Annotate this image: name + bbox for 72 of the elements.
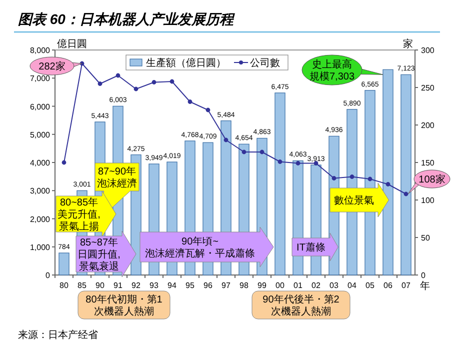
x-tick-label: 00 xyxy=(276,281,285,290)
x-axis-title: 年 xyxy=(420,280,430,292)
point xyxy=(98,82,102,86)
y-tick-label: 0 xyxy=(46,271,51,280)
legend-label: 公司數 xyxy=(250,57,280,69)
point xyxy=(62,160,66,165)
y-tick-label: 6,000 xyxy=(30,102,51,112)
annotation: 史上最高規模7,303 xyxy=(309,58,355,82)
point xyxy=(188,100,192,104)
y-tick-label: 5,000 xyxy=(30,130,51,140)
point xyxy=(206,108,210,112)
x-tick-label: 07 xyxy=(402,281,411,290)
point xyxy=(224,138,228,142)
x-tick-label: 98 xyxy=(240,281,249,290)
point xyxy=(242,150,246,154)
annotation: 80~85年美元升值,景氣上揚 xyxy=(58,196,100,232)
bar xyxy=(274,92,286,276)
bar xyxy=(400,74,412,276)
x-tick-label: 04 xyxy=(348,281,357,290)
annotation: 282家 xyxy=(38,60,66,72)
legend-label: 生產額（億日圓） xyxy=(146,57,226,69)
chart-title: 图表 60：日本机器人产业发展历程 xyxy=(18,11,236,27)
point xyxy=(368,176,372,182)
y-tick-label: 1,000 xyxy=(30,242,51,252)
x-tick-label: 85 xyxy=(78,281,87,290)
x-tick-label: 06 xyxy=(384,281,393,290)
bar xyxy=(382,69,394,276)
y-tick-label: 8,000 xyxy=(30,46,51,55)
x-tick-label: 90 xyxy=(96,281,105,290)
point xyxy=(386,182,390,186)
y-tick-label: 7,000 xyxy=(30,74,51,84)
bar xyxy=(58,252,70,276)
x-tick-label: 92 xyxy=(132,281,141,290)
y2-tick-label: 300 xyxy=(421,46,435,55)
y-tick-label: 3,000 xyxy=(30,186,51,196)
y-tick-label: 4,000 xyxy=(30,158,51,168)
x-tick-label: 94 xyxy=(168,281,177,290)
x-tick-label: 80 xyxy=(60,281,69,290)
y2-tick-label: 250 xyxy=(421,84,435,92)
y2-tick-label: 50 xyxy=(421,234,430,242)
point xyxy=(278,160,282,164)
y-tick-label: 2,000 xyxy=(30,214,51,224)
x-tick-label: 95 xyxy=(186,281,195,290)
annotation: 數位景氣 xyxy=(334,194,374,206)
annotation: IT蕭條 xyxy=(296,242,326,254)
x-tick-label: 96 xyxy=(204,281,213,290)
x-tick-label: 93 xyxy=(150,281,159,290)
y-axis-title: 億日圓 xyxy=(57,38,87,50)
point xyxy=(152,80,156,84)
y2-tick-label: 150 xyxy=(421,158,435,168)
point xyxy=(404,192,408,196)
y2-tick-label: 200 xyxy=(421,121,435,130)
point xyxy=(260,150,264,154)
point xyxy=(332,176,336,180)
x-tick-label: 03 xyxy=(330,281,339,290)
x-tick-label: 05 xyxy=(366,281,375,290)
x-tick-label: 99 xyxy=(258,281,267,290)
annotation: 85~87年日圓升值,景氣衰退 xyxy=(78,236,120,272)
x-tick-label: 97 xyxy=(222,281,231,290)
point xyxy=(116,73,120,78)
annotation: 90年頃~泡沫經濟瓦解・平成蕭條 xyxy=(145,236,255,260)
point xyxy=(350,174,354,179)
y2-tick-label: 0 xyxy=(421,271,426,280)
y2-tick-label: 100 xyxy=(421,196,435,205)
point xyxy=(296,161,300,166)
point xyxy=(134,86,138,92)
point xyxy=(170,79,174,84)
x-tick-label: 91 xyxy=(114,281,123,290)
y2-axis-title: 家 xyxy=(403,38,413,50)
x-tick-label: 01 xyxy=(294,281,303,290)
annotation: 87~90年泡沫經濟 xyxy=(97,166,137,190)
x-tick-label: 02 xyxy=(312,281,321,290)
